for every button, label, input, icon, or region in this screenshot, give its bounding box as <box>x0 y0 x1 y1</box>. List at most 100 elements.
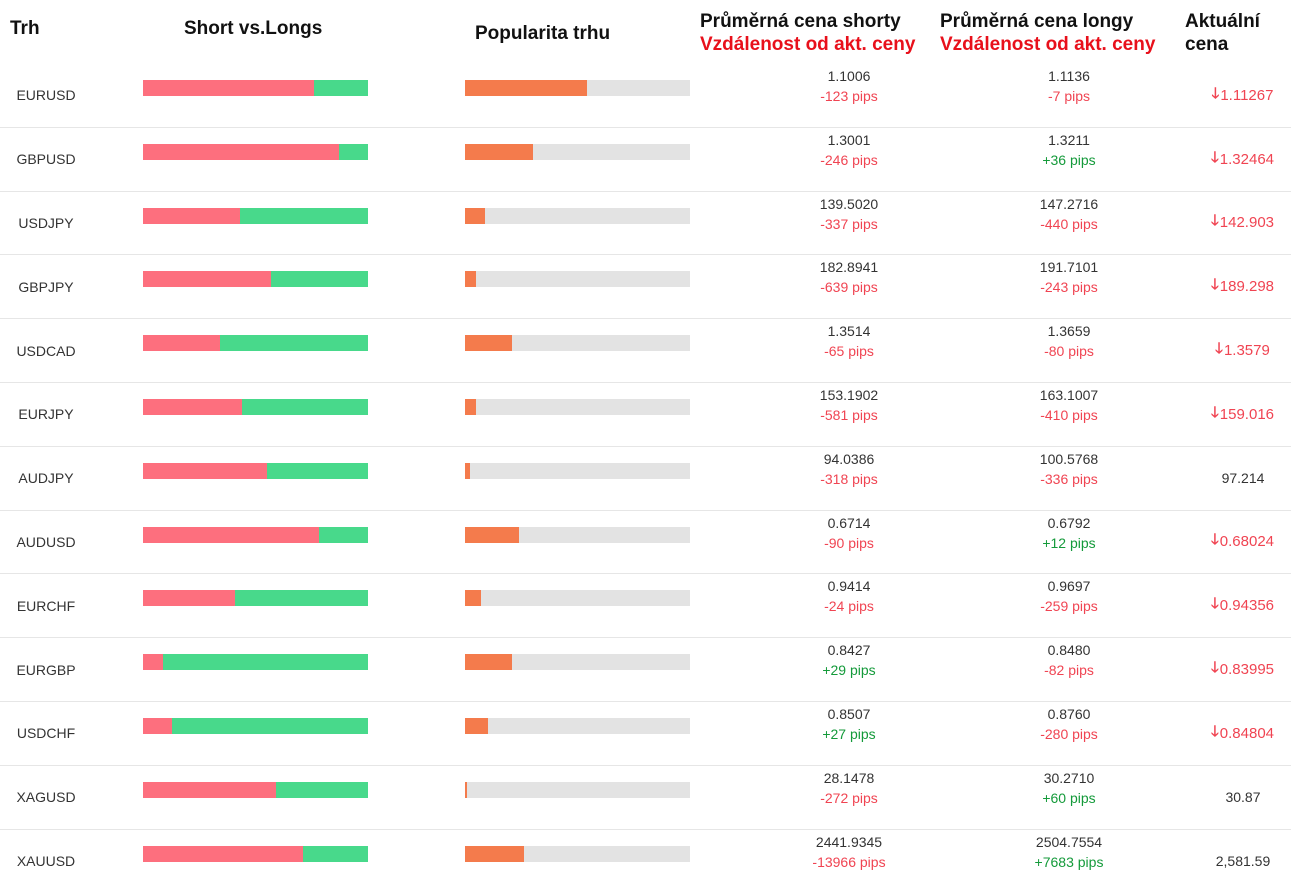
avg-short-value: 1.3001 <box>827 131 871 148</box>
table-row: USDCAD 1.3514 -65 pips 1.3659 -80 pips 🡓… <box>0 319 1291 383</box>
short-vs-long-bar <box>143 398 368 415</box>
avg-short-price: 2441.9345 -13966 pips <box>749 832 949 872</box>
arrow-down-icon: 🡓 <box>1210 148 1219 166</box>
market-symbol[interactable]: AUDJPY <box>18 470 74 487</box>
market-symbol[interactable]: XAGUSD <box>16 789 76 806</box>
current-price: 🡓 0.84804 <box>1195 702 1290 765</box>
arrow-down-icon: 🡓 <box>1210 722 1219 740</box>
table-row: EURUSD 1.1006 -123 pips 1.1136 -7 pips 🡓… <box>0 64 1291 128</box>
long-bar-segment <box>338 143 368 160</box>
popularity-bar <box>465 462 690 479</box>
avg-long-pips: -259 pips <box>1040 598 1098 615</box>
arrow-down-icon: 🡓 <box>1210 403 1219 421</box>
current-price: 🡓 1.3579 <box>1195 319 1290 382</box>
popularity-bar <box>465 526 690 543</box>
avg-short-price: 0.8427 +29 pips <box>749 640 949 680</box>
avg-short-price: 28.1478 -272 pips <box>749 768 949 808</box>
current-price: 🡓 0.83995 <box>1195 638 1290 701</box>
avg-short-pips: -318 pips <box>820 470 878 487</box>
avg-long-value: 1.1136 <box>1048 68 1090 84</box>
header-current-line1: Aktuální <box>1185 11 1260 32</box>
popularity-bar-fill <box>465 526 519 543</box>
current-price-value: 0.68024 <box>1219 533 1275 551</box>
short-bar-segment <box>143 335 220 352</box>
short-vs-long-bar <box>143 207 368 224</box>
current-price-value: 0.83995 <box>1219 661 1275 679</box>
current-price-value: 2,581.59 <box>1215 853 1271 870</box>
popularity-bar-fill <box>465 717 488 734</box>
market-symbol[interactable]: EURUSD <box>16 87 76 104</box>
avg-short-price: 94.0386 -318 pips <box>749 449 949 489</box>
long-bar-segment <box>235 590 368 607</box>
header-avg-short: Průměrná cena shorty Vzdálenost od akt. … <box>700 10 915 56</box>
avg-long-value: 1.3659 <box>1047 323 1091 340</box>
market-symbol[interactable]: AUDUSD <box>16 533 76 550</box>
avg-short-price: 1.3001 -246 pips <box>749 130 949 170</box>
arrow-down-icon: 🡓 <box>1211 84 1220 102</box>
popularity-bar <box>465 717 690 734</box>
avg-long-pips: +7683 pips <box>1034 853 1104 870</box>
long-bar-segment <box>239 207 368 224</box>
long-bar-segment <box>219 335 368 352</box>
avg-long-value: 163.1007 <box>1039 386 1099 403</box>
table-row: AUDJPY 94.0386 -318 pips 100.5768 -336 p… <box>0 447 1291 511</box>
market-symbol[interactable]: GBPJPY <box>18 278 74 295</box>
avg-short-value: 153.1902 <box>819 386 879 403</box>
short-vs-long-bar <box>143 271 368 288</box>
avg-long-price: 30.2710 +60 pips <box>969 768 1169 808</box>
table-header: Trh Short vs.Longs Popularita trhu Průmě… <box>0 0 1291 64</box>
short-bar-segment <box>143 845 303 862</box>
market-symbol[interactable]: USDCAD <box>16 342 76 359</box>
current-price: 🡓 159.016 <box>1195 383 1290 446</box>
market-symbol[interactable]: XAUUSD <box>16 853 76 870</box>
market-symbol[interactable]: GBPUSD <box>16 151 76 168</box>
avg-long-price: 2504.7554 +7683 pips <box>969 832 1169 872</box>
avg-long-price: 1.3211 +36 pips <box>969 130 1169 170</box>
popularity-bar <box>465 398 690 415</box>
popularity-bar <box>465 590 690 607</box>
short-bar-segment <box>143 80 314 96</box>
long-bar-segment <box>242 398 368 415</box>
avg-short-value: 0.8507 <box>827 705 871 722</box>
current-price-value: 159.016 <box>1219 405 1275 423</box>
avg-long-value: 30.2710 <box>1043 769 1095 786</box>
avg-long-price: 0.8480 -82 pips <box>969 640 1169 680</box>
short-vs-long-bar <box>143 335 368 352</box>
avg-long-pips: +36 pips <box>1042 151 1096 168</box>
market-symbol[interactable]: USDJPY <box>18 214 74 231</box>
market-symbol[interactable]: USDCHF <box>16 725 76 742</box>
long-bar-segment <box>314 80 368 96</box>
market-symbol[interactable]: EURCHF <box>16 597 76 614</box>
avg-short-pips: +29 pips <box>822 662 876 679</box>
avg-long-pips: -410 pips <box>1040 406 1098 423</box>
popularity-bar <box>465 207 690 224</box>
header-current-price: Aktuální cena <box>1185 10 1260 56</box>
current-price: 🡓 142.903 <box>1195 192 1290 255</box>
current-price: 🡓 1.11267 <box>1195 64 1290 127</box>
avg-long-price: 0.9697 -259 pips <box>969 576 1169 616</box>
avg-short-price: 0.9414 -24 pips <box>749 576 949 616</box>
market-symbol[interactable]: EURJPY <box>18 406 74 423</box>
popularity-bar-fill <box>465 590 481 607</box>
header-avg-short-title: Průměrná cena shorty <box>700 11 901 32</box>
avg-short-pips: -272 pips <box>820 789 878 806</box>
avg-short-pips: +27 pips <box>822 725 876 742</box>
table-body: EURUSD 1.1006 -123 pips 1.1136 -7 pips 🡓… <box>0 64 1291 893</box>
current-price-value: 0.84804 <box>1219 724 1275 742</box>
current-price-value: 30.87 <box>1225 789 1261 806</box>
long-bar-segment <box>271 271 368 288</box>
table-row: XAGUSD 28.1478 -272 pips 30.2710 +60 pip… <box>0 766 1291 830</box>
popularity-bar <box>465 271 690 288</box>
popularity-bar-fill <box>465 845 524 862</box>
short-bar-segment <box>143 526 319 543</box>
popularity-bar-fill <box>465 335 513 352</box>
avg-short-pips: -581 pips <box>820 406 878 423</box>
avg-long-value: 0.8480 <box>1047 642 1091 659</box>
short-bar-segment <box>143 717 173 734</box>
market-symbol[interactable]: EURGBP <box>16 661 76 678</box>
avg-short-price: 153.1902 -581 pips <box>749 385 949 425</box>
avg-long-price: 0.8760 -280 pips <box>969 704 1169 744</box>
avg-long-price: 1.3659 -80 pips <box>969 321 1169 361</box>
avg-long-pips: -243 pips <box>1040 279 1098 296</box>
